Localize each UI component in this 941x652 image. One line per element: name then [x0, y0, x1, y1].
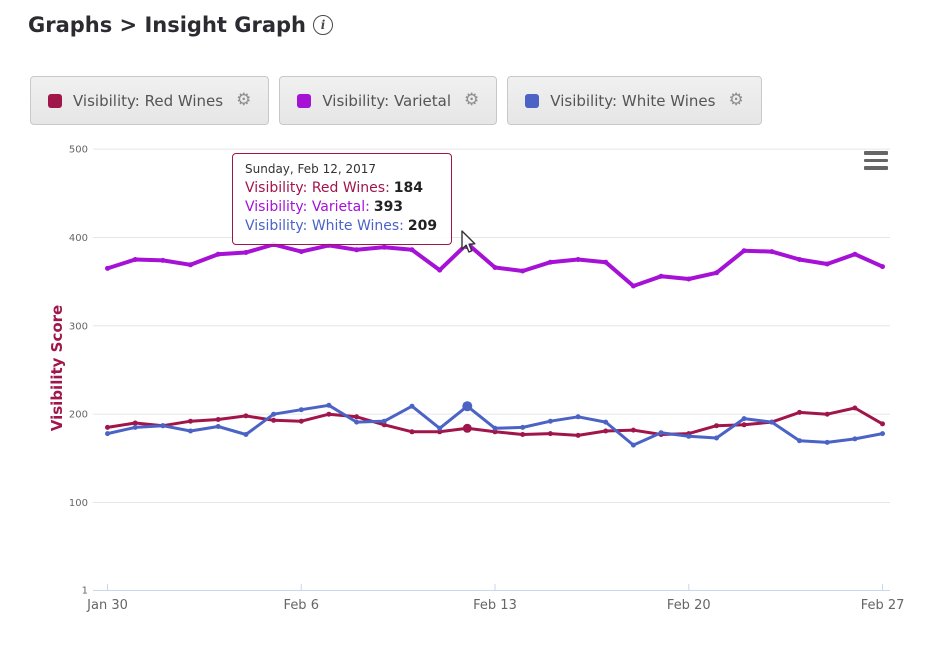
- info-icon[interactable]: i: [313, 15, 334, 35]
- svg-text:400: 400: [69, 233, 88, 244]
- legend-label: Visibility: Red Wines: [73, 91, 224, 110]
- svg-text:Feb 20: Feb 20: [667, 598, 711, 613]
- svg-text:300: 300: [69, 321, 88, 332]
- svg-text:Feb 6: Feb 6: [284, 598, 319, 613]
- svg-text:100: 100: [69, 498, 88, 509]
- svg-text:Feb 13: Feb 13: [473, 598, 517, 613]
- tooltip-row-varietal: Visibility: Varietal: 393: [245, 199, 404, 215]
- svg-text:Feb 27: Feb 27: [861, 598, 905, 613]
- legend-row: Visibility: Red Wines ⚙ Visibility: Vari…: [30, 76, 762, 125]
- y-axis-title: Visibility Score: [48, 304, 66, 432]
- tooltip-row-white: Visibility: White Wines: 209: [245, 218, 438, 234]
- red-series-swatch: [48, 93, 62, 108]
- svg-text:1: 1: [82, 586, 88, 597]
- svg-text:200: 200: [69, 410, 88, 421]
- svg-text:500: 500: [69, 145, 88, 156]
- tooltip-row-red: Visibility: Red Wines: 184: [245, 180, 424, 196]
- gear-icon[interactable]: ⚙: [464, 90, 480, 110]
- legend-item-red-wines[interactable]: Visibility: Red Wines ⚙: [30, 76, 270, 125]
- page-title-text: Graphs > Insight Graph: [28, 13, 307, 37]
- chart-export-menu-icon[interactable]: [864, 151, 888, 170]
- gear-icon[interactable]: ⚙: [236, 90, 252, 110]
- svg-text:Jan 30: Jan 30: [86, 598, 128, 613]
- legend-label: Visibility: Varietal: [322, 91, 452, 110]
- mouse-cursor-icon: [461, 230, 476, 253]
- purple-series-swatch: [297, 93, 312, 108]
- gear-icon[interactable]: ⚙: [728, 90, 744, 110]
- legend-label: Visibility: White Wines: [550, 91, 716, 110]
- page-title: Graphs > Insight Graph i: [28, 13, 334, 37]
- legend-item-white-wines[interactable]: Visibility: White Wines ⚙: [507, 76, 762, 125]
- legend-item-varietal[interactable]: Visibility: Varietal ⚙: [279, 76, 498, 125]
- tooltip-date: Sunday, Feb 12, 2017: [245, 162, 377, 176]
- blue-series-swatch: [525, 93, 540, 108]
- chart-tooltip: Sunday, Feb 12, 2017 Visibility: Red Win…: [232, 153, 452, 245]
